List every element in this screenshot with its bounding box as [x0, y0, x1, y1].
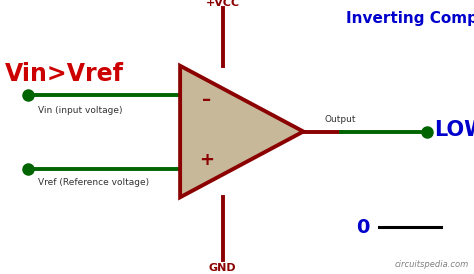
Text: GND: GND: [209, 263, 237, 273]
Text: Vref (Reference voltage): Vref (Reference voltage): [38, 178, 149, 187]
Text: Vin (input voltage): Vin (input voltage): [38, 107, 122, 115]
Text: +: +: [199, 151, 214, 169]
Text: Inverting Comparator: Inverting Comparator: [346, 11, 474, 26]
Text: Output: Output: [325, 115, 356, 124]
Text: LOW: LOW: [434, 120, 474, 140]
Text: 0: 0: [356, 218, 370, 237]
Text: circuitspedia.com: circuitspedia.com: [395, 259, 469, 269]
Text: –: –: [201, 91, 211, 109]
Polygon shape: [180, 66, 303, 197]
Text: +VCC: +VCC: [206, 0, 240, 8]
Text: Vin>Vref: Vin>Vref: [5, 62, 124, 86]
